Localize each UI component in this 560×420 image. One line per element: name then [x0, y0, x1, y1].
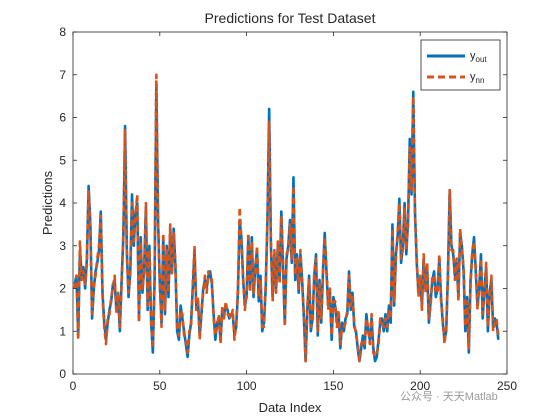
y-tick-label: 6 — [59, 111, 66, 125]
y-tick-label: 4 — [59, 196, 66, 210]
series-layer — [73, 73, 500, 363]
axes-layer: 0 50 100 150 200 250 0 1 2 3 4 5 6 7 8 — [59, 25, 517, 393]
x-tick-label: 0 — [70, 379, 77, 393]
legend-label-ynn: ynn — [470, 71, 484, 85]
x-tick-label: 100 — [237, 379, 257, 393]
x-axis-label: Data Index — [259, 400, 322, 415]
legend-label-ynn-main: y — [470, 71, 476, 83]
legend-label-yout-main: y — [470, 50, 476, 62]
y-tick-label: 1 — [59, 324, 66, 338]
y-tick-label: 2 — [59, 282, 66, 296]
y-axis-label: Predictions — [40, 170, 55, 235]
legend-label-ynn-sub: nn — [476, 76, 485, 85]
y-tick-label: 0 — [59, 367, 66, 381]
legend: yout ynn — [420, 39, 501, 91]
series-line-ynn — [73, 73, 500, 363]
legend-label-yout: yout — [470, 50, 487, 64]
y-tick-label: 7 — [59, 68, 66, 82]
legend-label-yout-sub: out — [476, 55, 488, 64]
watermark: 公众号 · 天天Matlab — [400, 390, 498, 403]
x-tick-label: 150 — [323, 379, 343, 393]
chart-title: Predictions for Test Dataset — [205, 10, 376, 26]
y-tick-label: 5 — [59, 153, 66, 167]
x-tick-label: 250 — [497, 379, 517, 393]
legend-box — [420, 39, 501, 91]
x-tick-label: 200 — [410, 379, 430, 393]
x-tick-label: 50 — [153, 379, 167, 393]
y-tick-label: 3 — [59, 239, 66, 253]
y-tick-label: 8 — [59, 25, 66, 39]
